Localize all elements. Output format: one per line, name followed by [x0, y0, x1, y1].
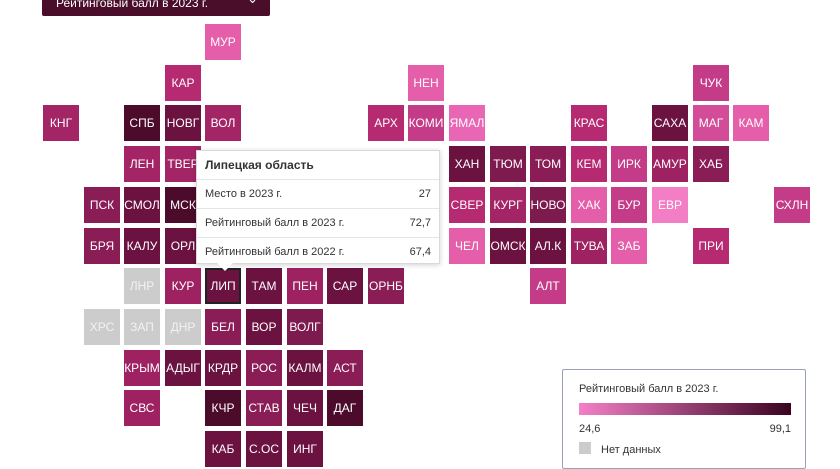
legend-no-data-label: Нет данных [601, 444, 661, 456]
region-tile[interactable]: КАБ [205, 431, 241, 467]
region-tile[interactable]: СТАВ [246, 390, 282, 426]
region-tile[interactable]: КАР [165, 65, 201, 101]
region-tile[interactable]: СХЛН [774, 187, 810, 223]
region-tile[interactable]: С.ОС [246, 431, 282, 467]
region-tile[interactable]: КАЛУ [124, 228, 160, 264]
region-tile[interactable]: МУР [205, 24, 241, 60]
region-tile[interactable]: ТУВА [571, 228, 607, 264]
region-tile[interactable]: КНГ [43, 105, 79, 141]
region-tile[interactable]: ЕВР [652, 187, 688, 223]
region-tile[interactable]: КАМ [733, 105, 769, 141]
region-tile[interactable]: КУРГ [490, 187, 526, 223]
region-tile[interactable]: ТЮМ [490, 146, 526, 182]
color-legend: Рейтинговый балл в 2023 г. 24,6 99,1 Нет… [562, 369, 806, 469]
region-tile[interactable]: ЧЕЛ [449, 228, 485, 264]
region-tile[interactable]: НОВО [530, 187, 566, 223]
legend-title: Рейтинговый балл в 2023 г. [579, 383, 719, 395]
legend-min-value: 24,6 [579, 423, 601, 435]
region-tile[interactable]: ТОМ [530, 146, 566, 182]
region-tile[interactable]: ХРС [84, 309, 120, 345]
region-tile[interactable]: ИРК [611, 146, 647, 182]
region-tile[interactable]: СВЕР [449, 187, 485, 223]
region-tile[interactable]: ЧУК [693, 65, 729, 101]
region-tile[interactable]: ЯМАЛ [449, 105, 485, 141]
region-tile[interactable]: АРХ [368, 105, 404, 141]
region-tile[interactable]: ПСК [84, 187, 120, 223]
tooltip-key: Рейтинговый балл в 2022 г. [205, 246, 345, 258]
region-tile[interactable]: КЕМ [571, 146, 607, 182]
tooltip-value: 72,7 [409, 217, 431, 229]
tooltip-key: Рейтинговый балл в 2023 г. [205, 217, 345, 229]
legend-gradient-bar [579, 403, 791, 415]
region-tile[interactable]: ЛЕН [124, 146, 160, 182]
region-tile[interactable]: КЧР [205, 390, 241, 426]
region-tile[interactable]: МСК [165, 187, 201, 223]
region-tile[interactable]: НЕН [408, 65, 444, 101]
region-tile[interactable]: ЛИП [205, 268, 241, 304]
tooltip-value: 67,4 [409, 246, 431, 258]
tooltip-pointer [217, 263, 233, 271]
region-tile[interactable]: ИНГ [287, 431, 323, 467]
legend-max-value: 99,1 [769, 423, 791, 435]
region-tile[interactable]: ОРНБ [368, 268, 404, 304]
indicator-dropdown-label: Рейтинговый балл в 2023 г. [56, 0, 209, 10]
region-tile[interactable]: АМУР [652, 146, 688, 182]
region-tile[interactable]: РОС [246, 350, 282, 386]
region-tile[interactable]: ВОР [246, 309, 282, 345]
region-tile[interactable]: ВОЛ [205, 105, 241, 141]
region-tile[interactable]: ЛНР [124, 268, 160, 304]
tooltip-row-rank: Место в 2023 г. 27 [197, 179, 439, 207]
tooltip-key: Место в 2023 г. [205, 188, 283, 200]
region-tile[interactable]: НОВГ [165, 105, 201, 141]
region-tile[interactable]: ДНР [165, 309, 201, 345]
region-tile[interactable]: КАЛМ [287, 350, 323, 386]
region-tile[interactable]: КРАС [571, 105, 607, 141]
region-tile[interactable]: КУР [165, 268, 201, 304]
chevron-down-icon: ⌄ [247, 0, 258, 7]
region-tile[interactable]: ЗАП [124, 309, 160, 345]
region-tile[interactable]: ОМСК [490, 228, 526, 264]
region-tile[interactable]: ДАГ [327, 390, 363, 426]
region-tile[interactable]: АДЫГ [165, 350, 201, 386]
region-tile[interactable]: САР [327, 268, 363, 304]
indicator-dropdown[interactable]: Рейтинговый балл в 2023 г. ⌄ [42, 0, 270, 16]
region-tile[interactable]: КРДР [205, 350, 241, 386]
region-tile[interactable]: ХАН [449, 146, 485, 182]
region-tile[interactable]: ПЕН [287, 268, 323, 304]
legend-no-data-swatch [579, 442, 591, 454]
region-tile[interactable]: БРЯ [84, 228, 120, 264]
region-tile[interactable]: САХА [652, 105, 688, 141]
region-tile[interactable]: СПБ [124, 105, 160, 141]
region-tile[interactable]: АЛТ [530, 268, 566, 304]
region-tile[interactable]: СМОЛ [124, 187, 160, 223]
region-tooltip: Липецкая область Место в 2023 г. 27 Рейт… [196, 150, 440, 271]
tooltip-title: Липецкая область [205, 158, 314, 172]
region-tile[interactable]: ТАМ [246, 268, 282, 304]
region-tile[interactable]: ПРИ [693, 228, 729, 264]
region-tile[interactable]: ЗАБ [611, 228, 647, 264]
region-tile[interactable]: ЧЕЧ [287, 390, 323, 426]
region-tile[interactable]: ХАБ [693, 146, 729, 182]
tooltip-row-score-2023: Рейтинговый балл в 2023 г. 72,7 [197, 208, 439, 236]
region-tile[interactable]: БЕЛ [205, 309, 241, 345]
region-tile[interactable]: МАГ [693, 105, 729, 141]
region-tile[interactable]: ВОЛГ [287, 309, 323, 345]
region-tile[interactable]: АСТ [327, 350, 363, 386]
region-tile[interactable]: АЛ.К [530, 228, 566, 264]
region-tile[interactable]: СВС [124, 390, 160, 426]
region-tile[interactable]: ХАК [571, 187, 607, 223]
region-tile-map: МУР КАР НЕН ЧУК КНГ СПБ НОВГ ВОЛ АРХ КОМИ ЯМАЛ КРАС… [43, 24, 810, 467]
region-tile[interactable]: КРЫМ [124, 350, 160, 386]
region-tile[interactable]: ОРЛ [165, 228, 201, 264]
region-tile[interactable]: БУР [611, 187, 647, 223]
tooltip-row-score-2022: Рейтинговый балл в 2022 г. 67,4 [197, 237, 439, 265]
region-tile[interactable]: ТВЕР [165, 146, 201, 182]
region-tile[interactable]: КОМИ [408, 105, 444, 141]
tooltip-value: 27 [418, 188, 431, 200]
